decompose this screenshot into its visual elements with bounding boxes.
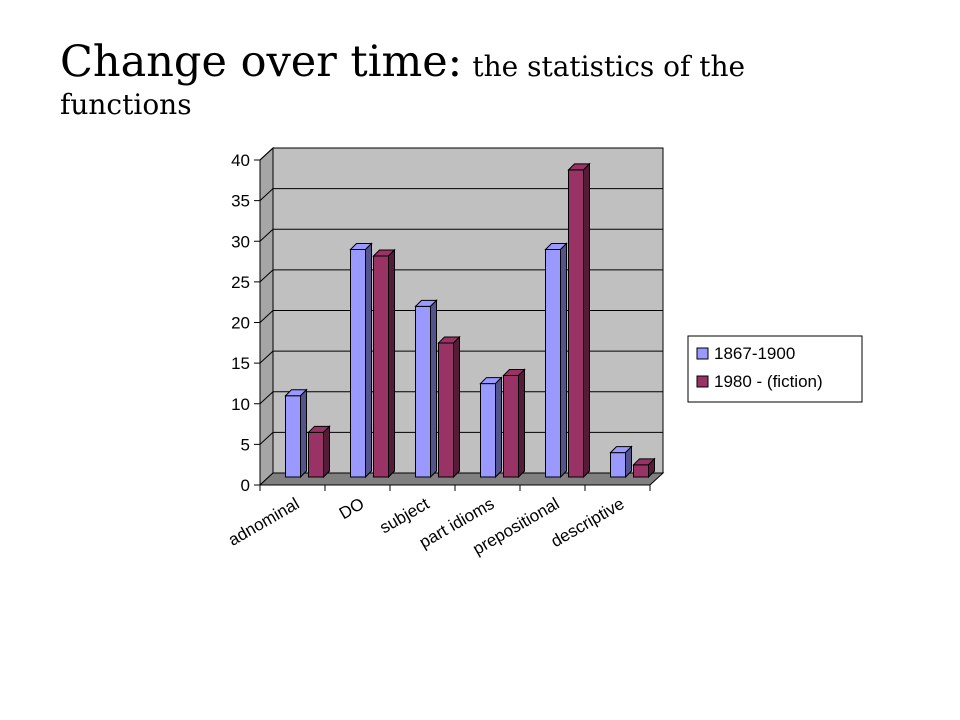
- x-category-label: DO: [336, 494, 368, 523]
- x-category-label: adnominal: [225, 494, 302, 550]
- gridline-side: [259, 432, 274, 445]
- gridline-side: [259, 188, 274, 201]
- chart-axes: [254, 159, 651, 491]
- y-tick-labels: 0 5 10 15 20 25 30 35 40: [231, 151, 250, 495]
- y-tick-label: 40: [231, 151, 250, 170]
- bar-front: [503, 374, 519, 478]
- bar-front: [285, 395, 301, 478]
- bar-front: [610, 452, 626, 478]
- gridline-side: [259, 228, 274, 242]
- bar-side: [648, 457, 655, 479]
- gridline-side: [259, 391, 274, 405]
- y-tick-label: 0: [241, 476, 250, 495]
- bar-series2-do: [372, 248, 396, 479]
- slide-title: Change over time: the statistics of the …: [60, 38, 880, 122]
- bar-series1-adnominal: [284, 388, 308, 479]
- gridline-side: [259, 147, 274, 161]
- bar-front: [308, 431, 324, 478]
- legend-label: 1867-1900: [714, 344, 795, 363]
- bar-front: [438, 342, 454, 478]
- y-tick-label: 10: [231, 395, 250, 414]
- bar-side: [583, 162, 590, 479]
- gridline-side: [259, 269, 274, 283]
- gridline-side: [259, 310, 274, 323]
- bar-series2-subject: [437, 335, 461, 479]
- y-tick-label: 15: [231, 354, 250, 373]
- bar-front: [373, 255, 389, 478]
- legend-label: 1980 - (fiction): [714, 372, 823, 391]
- bar-side: [495, 376, 502, 479]
- bar-series1-part-idioms: [479, 376, 503, 479]
- y-tick-label: 35: [231, 192, 250, 211]
- bar-side: [300, 388, 307, 479]
- bar-front: [633, 464, 649, 478]
- bar-side: [625, 445, 632, 479]
- legend-box: [687, 335, 863, 403]
- bar-series2-part-idioms: [502, 368, 526, 479]
- bar-side: [560, 242, 567, 479]
- bar-side: [323, 425, 330, 479]
- bar-series2-descriptive: [632, 457, 656, 479]
- bar-front: [415, 305, 431, 478]
- legend-swatch: [696, 347, 709, 360]
- chart-legend: 1867-1900 1980 - (fiction): [687, 335, 863, 403]
- slide-title-main: Change over time:: [60, 37, 463, 87]
- chart-bars: [284, 162, 656, 479]
- bar-side: [388, 248, 395, 479]
- bar-side: [453, 335, 460, 479]
- gridline-side: [259, 350, 274, 364]
- slide-title-sub: the statistics of the functions: [60, 50, 746, 122]
- bar-side: [365, 242, 372, 479]
- bar-series1-descriptive: [609, 445, 633, 479]
- bar-series1-subject: [414, 299, 438, 479]
- bar-series2-adnominal: [307, 425, 331, 479]
- bar-front: [568, 169, 584, 478]
- bar-side: [518, 368, 525, 479]
- bar-front: [350, 249, 366, 478]
- bar-side: [430, 299, 437, 479]
- bar-front: [480, 383, 496, 478]
- chart-gridlines: [259, 147, 663, 445]
- legend-swatch: [696, 375, 709, 388]
- bar-series1-prepositional: [544, 242, 568, 479]
- bar-front: [545, 249, 561, 478]
- y-tick-label: 20: [231, 314, 250, 333]
- bar-series1-do: [349, 242, 373, 479]
- x-category-label: descriptive: [548, 494, 628, 551]
- y-tick-label: 30: [231, 232, 250, 251]
- bar-series2-prepositional: [567, 162, 591, 479]
- y-tick-label: 25: [231, 273, 250, 292]
- y-tick-label: 5: [241, 435, 250, 454]
